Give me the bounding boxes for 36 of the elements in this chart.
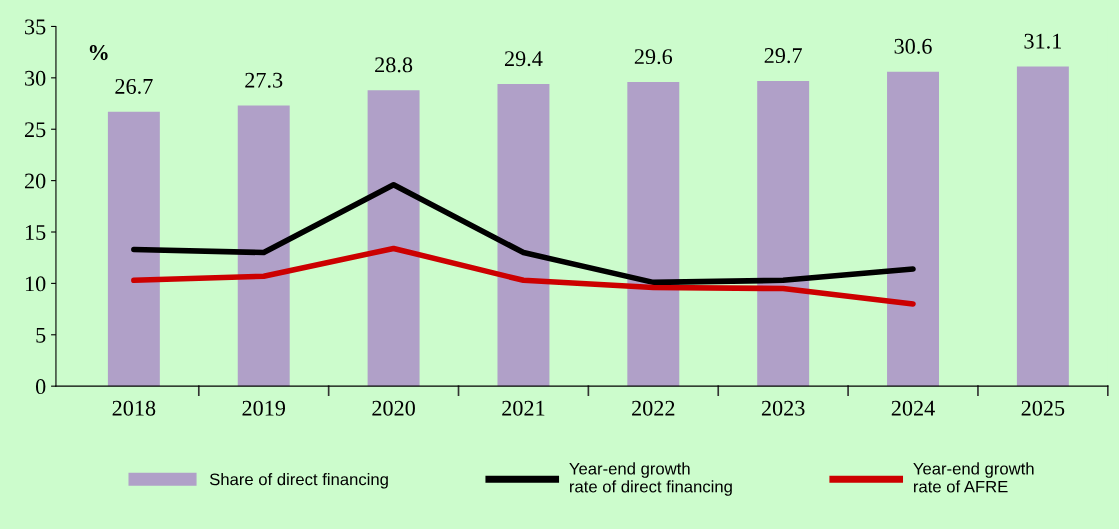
y-axis-title: % xyxy=(89,45,108,61)
data-label: 28.8 xyxy=(375,57,413,73)
y-tick-label: 5 xyxy=(36,327,46,343)
data-label: 27.3 xyxy=(245,72,283,88)
bar xyxy=(497,84,550,387)
y-tick-label: 35 xyxy=(25,19,46,35)
data-label: 29.6 xyxy=(634,49,673,65)
legend-label: Share of direct financing xyxy=(209,473,388,489)
bar xyxy=(627,81,680,387)
data-label: 30.6 xyxy=(894,38,932,54)
y-tick-label: 10 xyxy=(25,276,46,292)
legend-label: Year-end growth rate of AFRE xyxy=(913,462,1034,493)
bar xyxy=(887,71,939,387)
bar xyxy=(367,90,420,387)
x-tick-label: 2020 xyxy=(372,400,415,416)
x-tick-label: 2018 xyxy=(112,400,156,416)
x-tick-label: 2019 xyxy=(242,400,286,416)
y-tick-label: 30 xyxy=(25,70,46,86)
data-label: 29.7 xyxy=(764,48,802,64)
y-tick-label: 25 xyxy=(24,122,46,138)
y-tick-label: 20 xyxy=(24,173,46,189)
bar xyxy=(1016,66,1069,387)
data-label: 26.7 xyxy=(115,78,153,94)
legend-label: Year-end growth rate of direct financing xyxy=(569,462,732,496)
bar xyxy=(237,105,290,387)
data-label: 31.1 xyxy=(1024,33,1061,49)
bar xyxy=(107,111,160,387)
x-tick-label: 2023 xyxy=(761,400,805,416)
x-tick-label: 2022 xyxy=(632,400,675,416)
x-tick-label: 2024 xyxy=(891,400,935,416)
bar xyxy=(757,80,810,387)
x-tick-label: 2021 xyxy=(502,400,545,416)
y-tick-label: 0 xyxy=(35,379,46,395)
y-tick-label: 15 xyxy=(25,225,46,240)
data-label: 29.4 xyxy=(504,51,543,67)
x-tick-label: 2025 xyxy=(1021,400,1065,416)
